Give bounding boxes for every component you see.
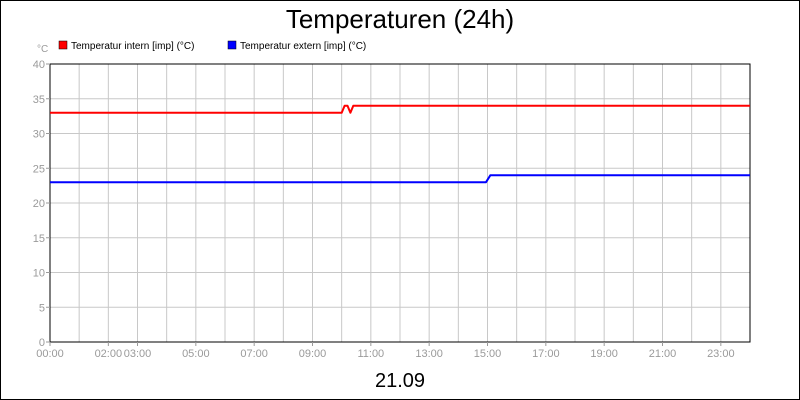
x-tick-label: 05:00 xyxy=(182,348,210,360)
series-lines xyxy=(50,104,750,184)
y-tick-label: 5 xyxy=(39,302,45,314)
x-tick-label: 02:00 xyxy=(95,348,123,360)
y-tick-label: 15 xyxy=(33,233,45,245)
x-tick-label: 19:00 xyxy=(590,348,618,360)
chart-title: Temperaturen (24h) xyxy=(286,4,514,34)
grid-lines xyxy=(50,64,750,342)
legend-label-0: Temperatur intern [imp] (°C) xyxy=(71,41,194,52)
legend-label-1: Temperatur extern [imp] (°C) xyxy=(240,41,366,52)
y-tick-label: 40 xyxy=(33,59,45,71)
date-label: 21.09 xyxy=(375,370,425,392)
x-tick-label: 15:00 xyxy=(474,348,502,360)
series-line-0 xyxy=(50,104,750,114)
y-tick-label: 10 xyxy=(33,268,45,280)
y-tick-label: 20 xyxy=(33,198,45,210)
x-tick-label: 11:00 xyxy=(357,348,384,360)
x-tick-label: 21:00 xyxy=(649,348,677,360)
legend-swatch-0 xyxy=(58,40,68,50)
x-tick-label: 17:00 xyxy=(532,348,560,360)
x-axis-ticks: 00:00 02:00 03:00 05:00 07:00 09:00 11:00 13:00… xyxy=(36,342,735,360)
x-tick-label: 09:00 xyxy=(299,348,327,360)
y-tick-label: 0 xyxy=(39,337,45,349)
x-tick-label: 07:00 xyxy=(240,348,268,360)
series-line-1 xyxy=(50,174,750,184)
legend-swatch-1 xyxy=(227,40,237,50)
x-tick-label: 13:00 xyxy=(415,348,443,360)
y-tick-label: 30 xyxy=(33,129,45,141)
x-tick-label: 00:00 xyxy=(36,348,64,360)
x-tick-label: 03:00 xyxy=(124,348,152,360)
y-tick-label: 35 xyxy=(33,94,45,106)
x-tick-label: 23:00 xyxy=(707,348,735,360)
legend: Temperatur intern [imp] (°C) Temperatur e… xyxy=(58,40,366,52)
y-axis-ticks: 0 5 10 15 20 25 30 35 40 xyxy=(33,59,50,349)
y-axis-unit: °C xyxy=(37,44,48,55)
y-tick-label: 25 xyxy=(33,163,45,175)
